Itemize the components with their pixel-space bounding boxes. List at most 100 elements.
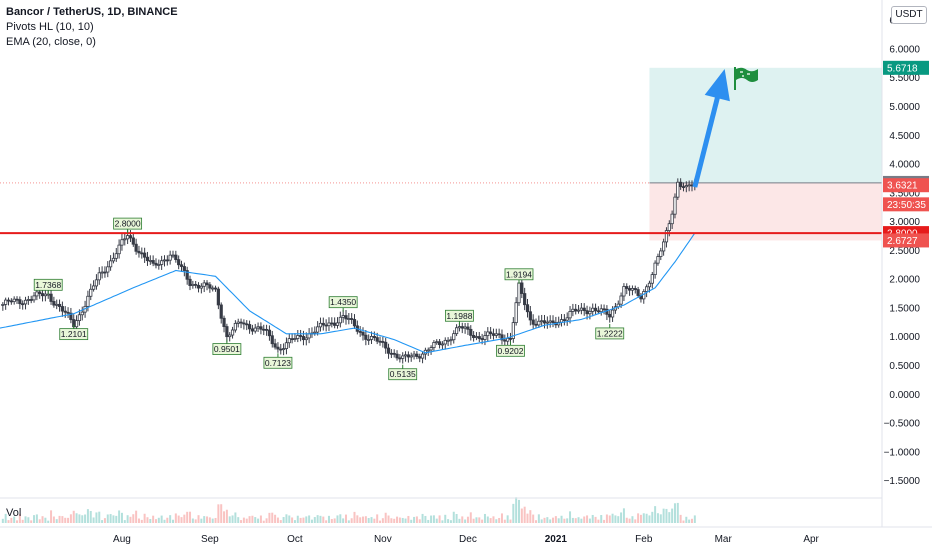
candle-body <box>154 262 158 266</box>
currency-button[interactable]: USDT <box>891 6 927 24</box>
volume-bar <box>659 514 662 523</box>
candle-body <box>457 326 462 329</box>
candle-body <box>358 330 362 333</box>
volume-bar <box>208 517 211 523</box>
volume-bar <box>183 514 186 523</box>
y-tick-label: 0.0000 <box>889 390 920 401</box>
volume-bar <box>483 513 486 523</box>
candle-body <box>667 223 671 231</box>
volume-bar <box>81 515 84 523</box>
volume-bar <box>625 517 628 523</box>
candle-body <box>514 302 518 324</box>
candle-body <box>316 326 320 333</box>
price-tag <box>883 233 929 248</box>
volume-bar <box>154 519 157 523</box>
volume-bar <box>157 517 160 523</box>
volume-bar <box>546 517 549 523</box>
pivot-label-box <box>59 328 89 341</box>
candle-body <box>256 326 260 329</box>
candle-body <box>619 295 623 305</box>
candle-body <box>551 320 555 323</box>
volume-bar <box>186 511 189 523</box>
volume-bar <box>211 518 214 523</box>
candle-body <box>196 284 201 289</box>
candle-body <box>650 274 654 284</box>
volume-bar <box>265 518 268 523</box>
volume-bar <box>129 516 132 523</box>
volume-bar <box>237 517 240 523</box>
candle-body <box>301 336 306 341</box>
candle-body <box>205 282 209 286</box>
volume-bar <box>557 518 560 523</box>
stop-zone <box>649 182 882 241</box>
candle-body <box>579 307 583 311</box>
y-tick-label: 3.5000 <box>889 188 920 199</box>
candle-body <box>528 311 532 321</box>
candle-body <box>670 213 674 225</box>
ema-line <box>0 232 696 354</box>
volume-bar <box>285 514 288 523</box>
volume-bar <box>679 514 682 523</box>
pivot-label: 0.5135 <box>390 369 416 379</box>
volume-bar <box>262 520 265 523</box>
x-tick-label: Feb <box>635 534 653 545</box>
candle-body <box>228 334 232 338</box>
volume-label[interactable]: Vol <box>6 507 22 519</box>
candle-body <box>69 312 73 320</box>
volume-bar <box>75 513 78 523</box>
candle-body <box>103 271 107 274</box>
volume-bar <box>563 518 566 523</box>
pivot-label-box <box>33 278 63 291</box>
candle-body <box>216 288 220 306</box>
candle-body <box>341 315 345 318</box>
volume-bar <box>571 517 574 523</box>
candle-body <box>622 286 626 297</box>
volume-bar <box>356 515 359 523</box>
candle-body <box>384 341 388 349</box>
volume-bar <box>10 517 13 523</box>
indicator-ema-label[interactable]: EMA (20, close, 0) <box>6 36 96 48</box>
candle-body <box>182 266 186 271</box>
candle-body <box>375 337 379 342</box>
volume-bar <box>245 518 248 523</box>
candle-body <box>26 299 30 301</box>
candle-body <box>151 260 155 264</box>
candle-body <box>131 237 135 245</box>
candle-body <box>40 293 45 297</box>
volume-bar <box>362 516 365 523</box>
candle-body <box>43 293 47 297</box>
candle-body <box>576 309 581 312</box>
volume-bar <box>86 509 89 523</box>
candle-body <box>177 259 181 266</box>
volume-bar <box>427 519 430 523</box>
indicator-pivots-label[interactable]: Pivots HL (10, 10) <box>6 21 94 33</box>
candle-body <box>168 254 172 261</box>
candle-body <box>662 241 666 252</box>
volume-bar <box>92 517 95 523</box>
volume-bar <box>146 517 149 523</box>
price-tag-label: 23:50:35 <box>887 200 926 211</box>
volume-bar <box>486 516 489 523</box>
volume-bar <box>656 513 659 523</box>
volume-bar <box>126 515 129 523</box>
symbol-title[interactable]: Bancor / TetherUS, 1D, BINANCE <box>6 6 178 18</box>
candle-body <box>406 354 410 358</box>
y-tick-label: 2.5000 <box>889 246 920 257</box>
candle-body <box>137 250 141 254</box>
volume-bar <box>132 514 135 523</box>
volume-bar <box>543 517 546 523</box>
candle-body <box>508 337 513 340</box>
pivot-label-box <box>263 356 293 369</box>
volume-bar <box>628 518 631 523</box>
candle-body <box>571 308 575 312</box>
candle-body <box>174 254 178 261</box>
x-tick-label: Dec <box>459 534 477 545</box>
volume-bar <box>676 502 679 523</box>
candle-body <box>426 349 430 352</box>
volume-bar <box>506 515 509 523</box>
pivot-label-box <box>496 344 525 357</box>
volume-bar <box>302 517 305 523</box>
volume-bar <box>435 518 438 523</box>
volume-bar <box>169 515 172 523</box>
